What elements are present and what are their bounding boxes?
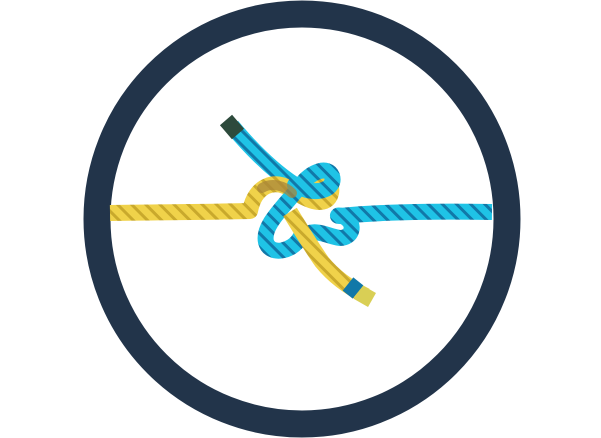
rope-blue-end-tip — [226, 120, 238, 134]
rope-yellow-standing — [110, 211, 250, 213]
rope-yellow-end-tip — [358, 292, 372, 300]
rope-blue-whipping-bottom — [348, 284, 358, 292]
rope-blue-standing — [340, 212, 492, 216]
rope-blue-working-end — [232, 126, 295, 185]
